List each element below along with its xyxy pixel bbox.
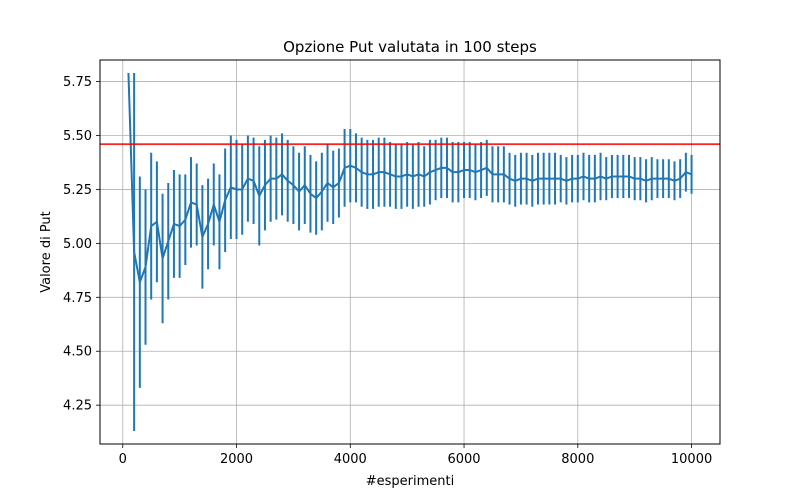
- y-axis-title: Valore di Put: [39, 211, 54, 293]
- y-tick-label: 5.00: [63, 237, 92, 252]
- plot-frame: [99, 59, 721, 445]
- x-tick-label: 2000: [220, 452, 253, 467]
- y-tick-label: 4.25: [63, 399, 92, 414]
- x-tick-label: 4000: [334, 452, 367, 467]
- x-tick-label: 8000: [561, 452, 594, 467]
- y-tick-label: 5.25: [63, 183, 92, 198]
- x-tick-label: 0: [119, 452, 127, 467]
- mean-value-line: [127, 72, 692, 284]
- x-axis-title: #esperimenti: [366, 474, 454, 489]
- y-axis-ticks: 4.25 4.50 4.75 5.00 5.25 5.50 5.75: [63, 75, 100, 414]
- series-line-group: [127, 72, 692, 284]
- chart-title: Opzione Put valutata in 100 steps: [283, 38, 537, 56]
- y-tick-label: 4.50: [63, 345, 92, 360]
- y-tick-label: 5.50: [63, 129, 92, 144]
- y-tick-label: 5.75: [63, 75, 92, 90]
- x-tick-label: 10000: [671, 452, 712, 467]
- x-axis-ticks: 0 2000 4000 6000 8000 10000: [119, 444, 712, 467]
- y-tick-label: 4.75: [63, 291, 92, 306]
- x-tick-label: 6000: [447, 452, 480, 467]
